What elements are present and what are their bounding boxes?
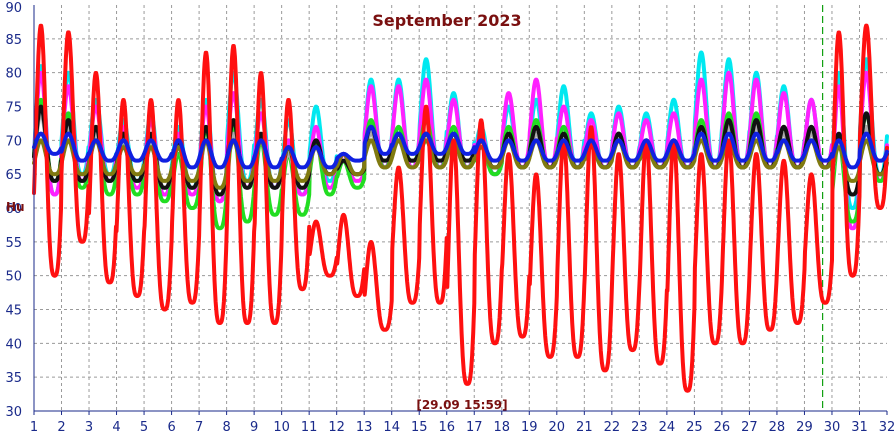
x-tick-label: 28 — [769, 420, 786, 434]
x-tick-label: 10 — [273, 420, 290, 434]
x-tick-label: 7 — [195, 420, 203, 434]
x-tick-label: 15 — [411, 420, 428, 434]
x-tick-label: 19 — [521, 420, 538, 434]
y-tick-label: 90 — [5, 1, 22, 16]
series-layer — [32, 23, 889, 393]
x-tick-label: 3 — [85, 420, 93, 434]
x-tick-label: 27 — [741, 420, 758, 434]
x-tick-label: 5 — [140, 420, 148, 434]
x-tick-label: 25 — [686, 420, 703, 434]
x-tick-label: 18 — [494, 420, 511, 434]
x-tick-label: 14 — [383, 420, 400, 434]
x-tick-label: 21 — [576, 420, 593, 434]
x-tick-label: 13 — [356, 420, 373, 434]
y-tick-label: 75 — [5, 101, 22, 116]
y-tick-label: 35 — [5, 371, 22, 386]
chart-title: September 2023 — [372, 11, 521, 30]
x-tick-label: 2 — [57, 420, 65, 434]
y-tick-label: 85 — [5, 33, 22, 48]
y-tick-label: 70 — [5, 134, 22, 149]
y-axis-label: Hu — [6, 200, 25, 214]
x-tick-label: 12 — [328, 420, 345, 434]
x-tick-label: 11 — [301, 420, 318, 434]
x-tick-label: 1 — [30, 420, 38, 434]
x-tick-label: 22 — [604, 420, 621, 434]
x-tick-label: 17 — [466, 420, 483, 434]
y-tick-label: 55 — [5, 236, 22, 251]
axis-layer: 1 2 3 4 5 6 7 8 9 10 11 12 13 14 15 16 17 18 19 20 21 22 23 24 2… — [5, 1, 894, 434]
x-tick-label: 30 — [824, 420, 841, 434]
series-line — [32, 23, 889, 393]
series-line — [32, 124, 889, 170]
y-tick-label: 80 — [5, 67, 22, 82]
x-tick-label: 4 — [112, 420, 120, 434]
x-tick-label: 23 — [631, 420, 648, 434]
x-tick-label: 6 — [167, 420, 175, 434]
y-tick-label: 40 — [5, 337, 22, 352]
x-tick-label: 8 — [222, 420, 230, 434]
x-tick-label: 9 — [250, 420, 258, 434]
x-tick-label: 24 — [659, 420, 676, 434]
y-tick-label: 50 — [5, 270, 22, 285]
y-tick-label: 45 — [5, 304, 22, 319]
y-tick-label: 30 — [5, 405, 22, 420]
x-tick-label: 26 — [714, 420, 731, 434]
y-tick-label: 60 — [5, 202, 22, 217]
x-tick-label: 16 — [438, 420, 455, 434]
x-tick-label: 31 — [851, 420, 868, 434]
x-tick-label: 29 — [796, 420, 813, 434]
y-tick-label: 65 — [5, 168, 22, 183]
x-tick-label: 32 — [879, 420, 894, 434]
x-tick-label: 20 — [549, 420, 566, 434]
timestamp-annotation: [29.09 15:59] — [416, 398, 507, 412]
